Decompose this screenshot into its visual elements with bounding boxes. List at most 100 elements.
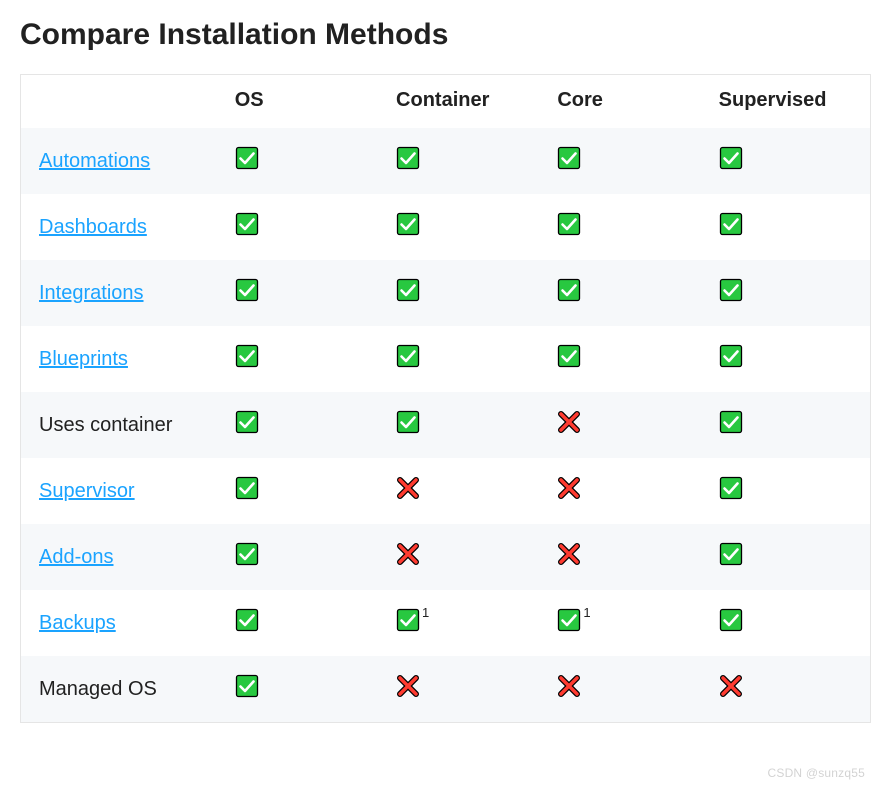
value-inner <box>719 476 743 500</box>
value-inner <box>235 542 259 566</box>
value-inner: 1 <box>396 608 429 632</box>
value-inner <box>235 476 259 500</box>
table-row: Managed OS <box>21 656 870 722</box>
value-inner: 1 <box>557 608 590 632</box>
check-icon <box>557 344 581 368</box>
feature-link[interactable]: Integrations <box>39 282 144 304</box>
value-inner <box>235 608 259 632</box>
value-inner <box>719 542 743 566</box>
value-cell <box>709 260 870 326</box>
feature-link[interactable]: Dashboards <box>39 216 147 238</box>
value-cell <box>225 392 386 458</box>
check-icon <box>396 410 420 434</box>
value-cell <box>386 326 547 392</box>
value-cell <box>709 128 870 194</box>
check-icon <box>235 608 259 632</box>
table-body: Automations Dashboards Integrations Blue… <box>21 128 870 722</box>
value-cell <box>547 128 708 194</box>
value-cell <box>386 194 547 260</box>
value-cell <box>386 524 547 590</box>
value-cell <box>709 524 870 590</box>
value-inner <box>235 278 259 302</box>
table-row: Add-ons <box>21 524 870 590</box>
feature-link[interactable]: Automations <box>39 150 150 172</box>
value-cell <box>709 392 870 458</box>
check-icon <box>557 278 581 302</box>
feature-link[interactable]: Blueprints <box>39 348 128 370</box>
cross-icon <box>557 476 581 500</box>
check-icon <box>719 476 743 500</box>
feature-link[interactable]: Add-ons <box>39 546 114 568</box>
value-cell: 1 <box>547 590 708 656</box>
check-icon <box>557 212 581 236</box>
value-inner <box>396 344 420 368</box>
feature-cell: Dashboards <box>21 194 225 260</box>
value-cell <box>709 194 870 260</box>
value-cell <box>386 260 547 326</box>
feature-link[interactable]: Supervisor <box>39 480 135 502</box>
value-cell <box>386 458 547 524</box>
check-icon <box>235 476 259 500</box>
value-inner <box>719 212 743 236</box>
value-inner <box>557 542 581 566</box>
table-row: Uses container <box>21 392 870 458</box>
table-row: Backups 1 1 <box>21 590 870 656</box>
value-cell <box>225 590 386 656</box>
check-icon <box>235 212 259 236</box>
check-icon <box>719 278 743 302</box>
feature-cell: Uses container <box>21 392 225 458</box>
column-header-feature <box>21 75 225 128</box>
value-inner <box>557 674 581 698</box>
value-cell <box>547 524 708 590</box>
table-row: Automations <box>21 128 870 194</box>
feature-cell: Supervisor <box>21 458 225 524</box>
check-icon <box>719 212 743 236</box>
value-inner <box>235 146 259 170</box>
cross-icon <box>557 410 581 434</box>
cross-icon <box>396 674 420 698</box>
watermark-text: CSDN @sunzq55 <box>768 766 866 780</box>
value-cell <box>547 458 708 524</box>
value-inner <box>235 674 259 698</box>
table-head: OS Container Core Supervised <box>21 75 870 128</box>
check-icon <box>235 542 259 566</box>
check-icon <box>396 146 420 170</box>
footnote-marker: 1 <box>422 606 429 619</box>
value-cell <box>386 656 547 722</box>
page-title: Compare Installation Methods <box>20 18 871 52</box>
check-icon <box>396 278 420 302</box>
value-cell <box>225 128 386 194</box>
table-row: Integrations <box>21 260 870 326</box>
feature-link[interactable]: Backups <box>39 612 116 634</box>
value-inner <box>719 674 743 698</box>
check-icon <box>235 278 259 302</box>
value-inner <box>396 278 420 302</box>
column-header-os: OS <box>225 75 386 128</box>
value-inner <box>396 476 420 500</box>
value-inner <box>235 344 259 368</box>
footnote-marker: 1 <box>583 606 590 619</box>
check-icon <box>719 410 743 434</box>
check-icon <box>396 344 420 368</box>
value-inner <box>557 476 581 500</box>
value-inner <box>557 410 581 434</box>
value-cell <box>547 326 708 392</box>
feature-cell: Automations <box>21 128 225 194</box>
feature-label: Uses container <box>39 414 172 436</box>
value-cell <box>709 590 870 656</box>
value-cell <box>386 128 547 194</box>
value-inner <box>719 146 743 170</box>
column-header-supervised: Supervised <box>709 75 870 128</box>
check-icon <box>396 212 420 236</box>
comparison-table: OS Container Core Supervised Automations… <box>21 75 870 722</box>
check-icon <box>719 542 743 566</box>
feature-cell: Add-ons <box>21 524 225 590</box>
value-inner <box>557 278 581 302</box>
page: Compare Installation Methods OS Containe… <box>0 0 891 723</box>
feature-cell: Managed OS <box>21 656 225 722</box>
check-icon <box>719 344 743 368</box>
value-cell <box>709 656 870 722</box>
value-cell <box>225 260 386 326</box>
check-icon <box>719 146 743 170</box>
value-inner <box>557 344 581 368</box>
